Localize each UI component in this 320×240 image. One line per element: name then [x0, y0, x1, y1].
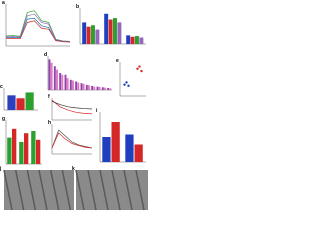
bar: [36, 139, 41, 164]
bar: [82, 83, 85, 90]
texture: [123, 169, 133, 211]
dot: [125, 81, 128, 84]
bar: [19, 142, 24, 164]
bar: [56, 69, 58, 90]
bar: [80, 83, 83, 90]
texture: [61, 169, 72, 211]
bar: [104, 13, 109, 44]
axes: [51, 124, 92, 155]
bar: [104, 87, 106, 90]
panel-label: g: [2, 116, 5, 122]
bar: [7, 95, 16, 110]
data-line: [51, 99, 93, 115]
bar: [48, 59, 51, 90]
bar: [12, 128, 17, 164]
bar: [77, 82, 80, 90]
bar: [113, 18, 117, 44]
texture: [14, 169, 25, 211]
texture: [87, 169, 97, 211]
panel-label: i: [96, 108, 98, 114]
panel-label: c: [0, 84, 3, 90]
texture: [26, 169, 37, 211]
bar: [96, 86, 99, 90]
bar: [126, 35, 131, 44]
panel-label: d: [44, 52, 47, 58]
texture: [75, 169, 85, 211]
bar: [16, 98, 25, 110]
texture: [111, 169, 121, 211]
dot: [138, 65, 141, 68]
data-line: [5, 17, 71, 43]
bar: [130, 36, 135, 44]
axes: [119, 62, 146, 97]
bar: [117, 22, 122, 44]
data-line: [5, 20, 71, 43]
bar: [88, 85, 90, 90]
bar: [59, 73, 62, 90]
figure: a b c d e f g h i j k: [0, 0, 148, 211]
bar: [107, 87, 110, 90]
bar: [139, 37, 144, 44]
texture: [38, 169, 48, 211]
bar: [66, 78, 69, 90]
texture: [135, 169, 145, 211]
data-line: [51, 100, 93, 110]
panel-label: e: [116, 58, 119, 64]
bar: [125, 134, 134, 162]
bar: [50, 62, 53, 90]
data-line: [51, 132, 93, 149]
bar: [64, 74, 67, 90]
texture: [99, 169, 109, 211]
data-line: [51, 129, 93, 149]
micrograph: [76, 170, 148, 210]
bar: [135, 36, 139, 44]
bar: [86, 26, 91, 44]
texture: [49, 169, 60, 211]
bar: [101, 87, 104, 90]
panel-label: b: [76, 4, 79, 10]
panel-label: j: [0, 166, 2, 172]
axes: [5, 4, 70, 47]
bar: [53, 66, 56, 90]
bar: [85, 84, 88, 90]
bar: [98, 86, 101, 90]
bar: [134, 144, 143, 162]
bar: [7, 137, 12, 164]
bar: [24, 133, 29, 164]
bar: [102, 137, 111, 162]
bar: [75, 81, 78, 90]
dot: [136, 67, 139, 71]
bar: [109, 88, 112, 90]
panel-label: f: [48, 94, 50, 100]
axes: [5, 120, 42, 165]
bar: [111, 122, 120, 162]
bar: [91, 25, 95, 44]
bar: [91, 85, 94, 90]
bar: [25, 92, 34, 110]
dot: [123, 83, 126, 86]
panel-label: k: [72, 166, 75, 172]
bar: [108, 19, 113, 44]
micrograph: [4, 170, 74, 210]
axes: [47, 56, 112, 91]
data-line: [5, 13, 71, 42]
bar: [31, 131, 36, 164]
bar: [69, 79, 72, 90]
panel-label: h: [48, 120, 51, 126]
dot: [140, 69, 143, 73]
bar: [93, 86, 96, 90]
bar: [82, 22, 87, 44]
dot: [127, 84, 130, 88]
axes: [51, 98, 92, 121]
bar: [95, 29, 100, 44]
texture: [3, 169, 13, 211]
axes: [79, 8, 146, 45]
bar: [61, 74, 64, 90]
bar: [72, 80, 74, 90]
panel-label: a: [2, 0, 5, 6]
